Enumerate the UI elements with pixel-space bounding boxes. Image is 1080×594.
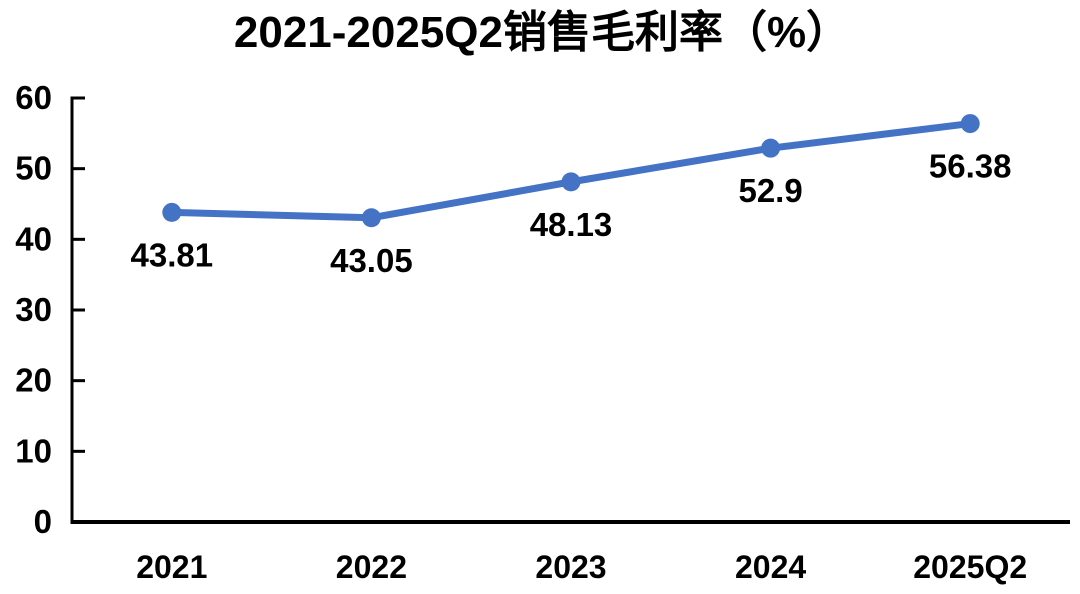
data-point-marker — [162, 202, 182, 222]
chart-title: 2021-2025Q2销售毛利率（%） — [234, 8, 850, 57]
y-axis-tick-label: 40 — [15, 220, 52, 257]
y-axis-tick-label: 60 — [15, 79, 52, 116]
y-axis-tick-label: 10 — [15, 432, 52, 469]
x-axis-category-label: 2021 — [136, 549, 207, 585]
data-point-marker — [561, 172, 581, 192]
x-axis-category-label: 2024 — [735, 549, 806, 585]
series-line — [168, 120, 974, 222]
series-layer: 43.81 43.05 48.13 52.9 56.38 — [131, 114, 1012, 279]
data-label: 56.38 — [929, 148, 1012, 185]
y-axis-tick-label: 50 — [15, 150, 52, 187]
x-axis-category-label: 2025Q2 — [913, 549, 1027, 585]
data-point-marker — [960, 114, 980, 134]
y-axis-tick-label: 20 — [15, 362, 52, 399]
data-label: 43.81 — [131, 236, 214, 273]
data-point-marker — [361, 208, 381, 228]
data-label: 48.13 — [530, 206, 613, 243]
data-label: 43.05 — [330, 242, 413, 279]
y-axis-tick-label: 0 — [34, 503, 52, 540]
x-axis-category-label: 2022 — [336, 549, 407, 585]
axes-layer: 0 10 20 30 40 50 60 2021 2022 2023 2024 2025Q2 — [15, 79, 1070, 585]
data-point-marker — [761, 138, 781, 158]
data-label: 52.9 — [738, 172, 802, 209]
x-axis-category-label: 2023 — [535, 549, 606, 585]
y-axis-tick-label: 30 — [15, 291, 52, 328]
